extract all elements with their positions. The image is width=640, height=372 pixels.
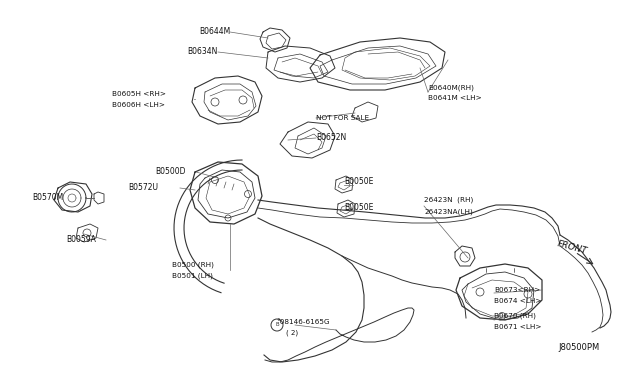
Text: B0670 (RH): B0670 (RH) bbox=[494, 313, 536, 319]
Text: B0500 (RH): B0500 (RH) bbox=[172, 262, 214, 268]
Text: B0570M: B0570M bbox=[32, 193, 63, 202]
Text: B0674 <LH>: B0674 <LH> bbox=[494, 298, 541, 304]
Text: NOT FOR SALE: NOT FOR SALE bbox=[316, 115, 369, 121]
Text: ( 2): ( 2) bbox=[286, 330, 298, 336]
Text: B0644M: B0644M bbox=[199, 28, 230, 36]
Text: B0605H <RH>: B0605H <RH> bbox=[112, 91, 166, 97]
Text: B0640M(RH): B0640M(RH) bbox=[428, 85, 474, 91]
Text: B0652N: B0652N bbox=[316, 134, 346, 142]
Text: 26423N  (RH): 26423N (RH) bbox=[424, 197, 473, 203]
Text: J80500PM: J80500PM bbox=[559, 343, 600, 353]
Text: B0500D: B0500D bbox=[155, 167, 186, 176]
Text: B0059A: B0059A bbox=[66, 235, 96, 244]
Text: B0606H <LH>: B0606H <LH> bbox=[112, 102, 165, 108]
Text: B: B bbox=[275, 323, 279, 327]
Text: B0050E: B0050E bbox=[344, 203, 373, 212]
Text: B0501 (LH): B0501 (LH) bbox=[172, 273, 213, 279]
Text: B0673<RH>: B0673<RH> bbox=[494, 287, 540, 293]
Text: B0050E: B0050E bbox=[344, 177, 373, 186]
Text: B0641M <LH>: B0641M <LH> bbox=[428, 95, 482, 101]
Text: °08146-6165G: °08146-6165G bbox=[276, 319, 330, 325]
Text: FRONT: FRONT bbox=[556, 240, 588, 256]
Text: B0572U: B0572U bbox=[128, 183, 158, 192]
Text: B0671 <LH>: B0671 <LH> bbox=[494, 324, 541, 330]
Text: 26423NA(LH): 26423NA(LH) bbox=[424, 209, 473, 215]
Text: B0634N: B0634N bbox=[188, 48, 218, 57]
